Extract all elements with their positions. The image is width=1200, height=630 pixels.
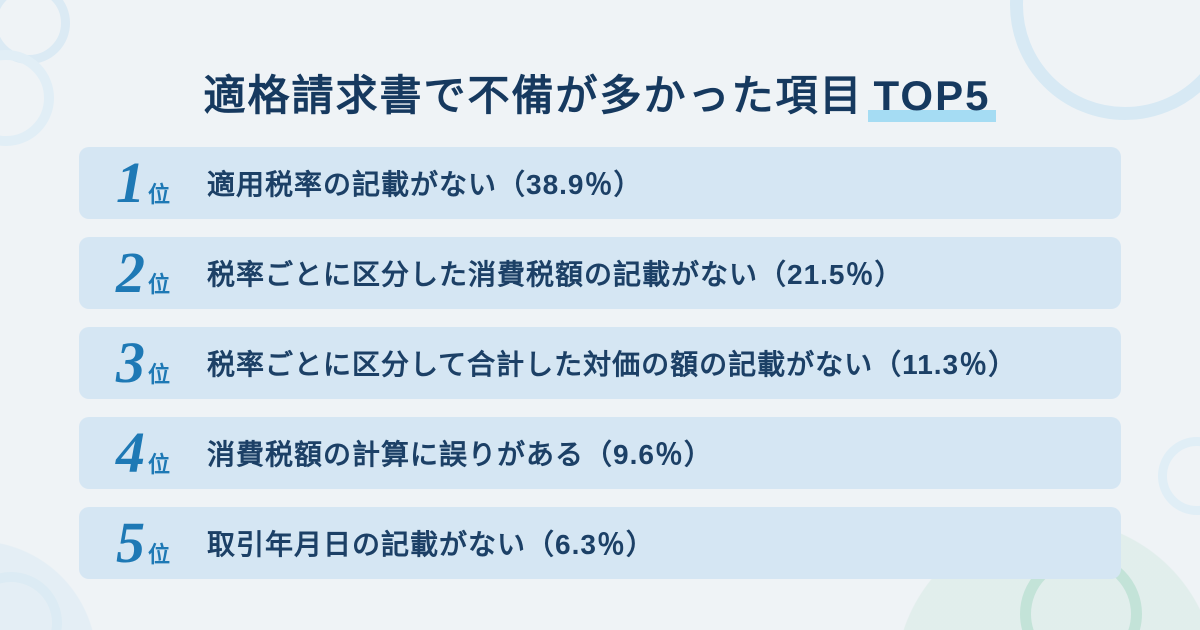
rank-number: 3 [115, 330, 145, 395]
ranking-row-3: 3 位 税率ごとに区分して合計した対価の額の記載がない（11.3％） [79, 327, 1121, 399]
ranking-item-label: 適用税率の記載がない（38.9％） [207, 169, 643, 200]
page-title: 適格請求書で不備が多かった項目 TOP5 [0, 62, 1200, 123]
ranking-item-label: 税率ごとに区分した消費税額の記載がない（21.5％） [207, 259, 904, 290]
rank-number: 1 [115, 150, 145, 215]
rank-suffix: 位 [147, 272, 170, 297]
ranking-row-5: 5 位 取引年月日の記載がない（6.3％） [79, 507, 1121, 579]
rank-number: 5 [115, 510, 145, 575]
ranking-row-1: 1 位 適用税率の記載がない（38.9％） [79, 147, 1121, 219]
ranking-list: 1 位 適用税率の記載がない（38.9％） 2 位 税率ごとに区分した消費税額の… [79, 147, 1121, 579]
ranking-item-label: 税率ごとに区分して合計した対価の額の記載がない（11.3％） [207, 349, 1018, 380]
rank-suffix: 位 [147, 362, 170, 387]
rank-badge-4: 4 位 [79, 424, 207, 482]
rank-badge-5: 5 位 [79, 514, 207, 572]
rank-badge-3: 3 位 [79, 334, 207, 392]
rank-suffix: 位 [147, 452, 170, 477]
ranking-row-4: 4 位 消費税額の計算に誤りがある（9.6％） [79, 417, 1121, 489]
rank-number: 4 [115, 420, 145, 485]
rank-suffix: 位 [147, 542, 170, 567]
rank-suffix: 位 [147, 182, 170, 207]
ranking-item-label: 消費税額の計算に誤りがある（9.6％） [207, 439, 713, 470]
decorative-circle-bottom-left [0, 572, 62, 630]
decorative-circle-right [1158, 437, 1200, 515]
title-highlight: TOP5 [867, 72, 997, 122]
ranking-row-2: 2 位 税率ごとに区分した消費税額の記載がない（21.5％） [79, 237, 1121, 309]
rank-badge-1: 1 位 [79, 154, 207, 212]
rank-badge-2: 2 位 [79, 244, 207, 302]
title-text: 適格請求書で不備が多かった項目 [203, 72, 864, 119]
rank-number: 2 [115, 240, 145, 305]
decorative-circle-left [0, 50, 54, 146]
ranking-item-label: 取引年月日の記載がない（6.3％） [207, 529, 655, 560]
